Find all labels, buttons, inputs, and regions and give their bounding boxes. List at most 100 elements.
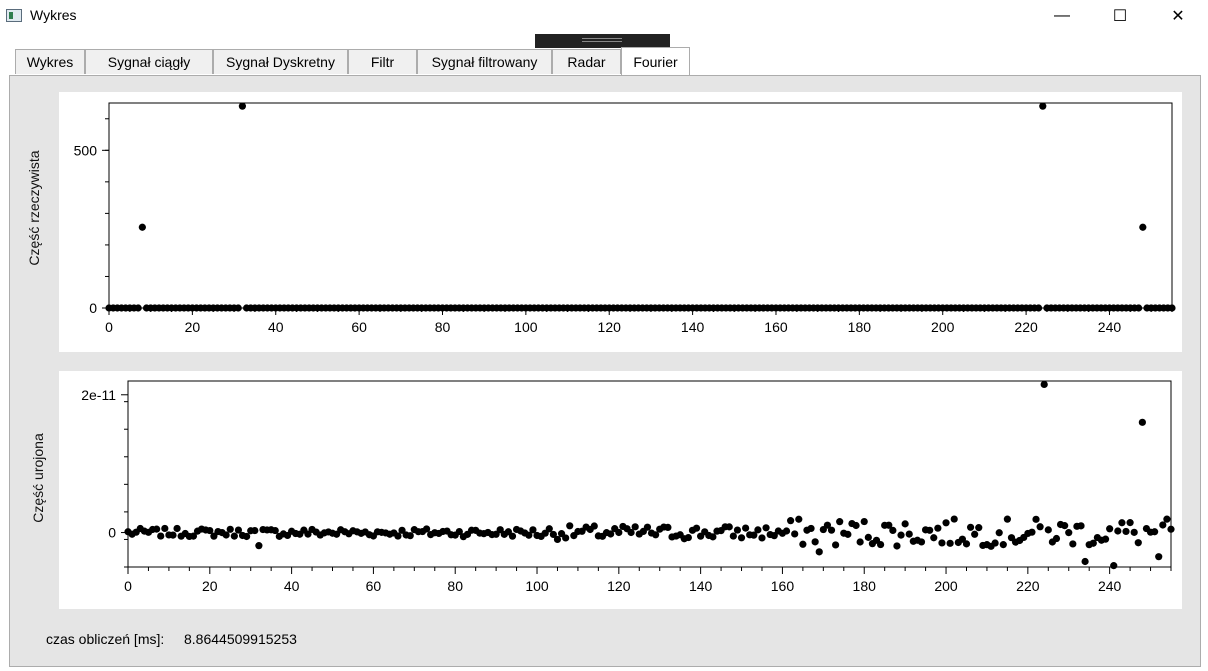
data-point [795,515,803,523]
data-point [1138,418,1146,426]
data-point [876,540,885,549]
data-point [406,532,414,540]
data-point [210,532,218,540]
data-point [422,525,431,533]
data-point [1110,562,1118,570]
data-point [206,526,214,535]
data-point [1039,102,1047,110]
data-point [496,526,504,534]
close-button[interactable]: ✕ [1149,0,1207,32]
data-point [1163,515,1171,523]
data-point [709,533,717,541]
data-point [1061,522,1069,530]
data-point [1168,304,1176,312]
y-tick-label: 0 [89,300,97,316]
data-point [737,534,746,542]
data-point [799,540,807,548]
data-point [762,524,770,532]
drag-handle[interactable] [535,34,670,48]
data-point [856,538,864,546]
data-point [615,528,623,537]
tab-sygnal-filtrowany[interactable]: Sygnał filtrowany [417,49,552,74]
data-point [652,531,660,539]
data-point [230,532,238,540]
data-point [138,223,146,231]
data-point [238,102,246,110]
data-point [725,523,733,531]
data-point [844,530,852,538]
data-point [1089,539,1097,547]
x-tick-label: 20 [202,578,218,594]
data-point [1028,528,1036,536]
data-point [934,524,942,532]
data-point [827,526,836,534]
computation-time-label: czas obliczeń [ms]: [46,631,165,647]
data-point [189,532,198,540]
x-tick-label: 100 [514,319,538,335]
data-point [398,526,406,534]
minimize-button[interactable]: — [1033,0,1091,32]
data-point [836,518,844,526]
data-point [1040,380,1048,389]
tab-fourier[interactable]: Fourier [621,47,690,75]
data-point [529,526,537,534]
data-point [811,538,819,546]
data-point [1069,540,1077,548]
data-point [1122,527,1130,536]
x-tick-label: 0 [124,578,132,594]
data-point [991,539,999,547]
data-point [169,531,177,539]
data-point [173,524,181,533]
data-point [226,525,234,533]
data-point [1065,529,1073,537]
x-tick-label: 200 [931,319,955,335]
tab-radar[interactable]: Radar [552,49,621,74]
data-point [1052,534,1061,543]
data-point [525,531,533,539]
data-point [1081,557,1089,566]
data-point [750,531,758,539]
data-point [958,535,967,543]
data-point [885,521,893,529]
data-point [1114,527,1122,535]
data-point [394,532,402,540]
data-point [545,525,553,533]
tab-wykres[interactable]: Wykres [15,49,85,74]
x-tick-label: 0 [105,319,113,335]
data-point [942,519,950,527]
tab-filtr[interactable]: Filtr [348,49,417,74]
data-point [1118,519,1126,527]
data-point [1126,519,1134,527]
maximize-icon: ☐ [1112,8,1128,25]
data-point [742,524,750,532]
data-point [243,532,251,541]
data-point [889,526,897,535]
data-point [971,530,979,538]
x-tick-label: 80 [447,578,463,594]
data-point [1077,522,1085,530]
data-point [271,526,279,535]
maximize-button[interactable]: ☐ [1091,0,1149,32]
data-point [1036,523,1044,531]
data-point [692,524,701,532]
x-tick-label: 40 [268,319,284,335]
data-point [684,533,692,542]
tab-sygnal-ciagly[interactable]: Sygnał ciągły [85,49,213,74]
data-point [222,531,230,539]
data-point [664,523,672,532]
data-point [950,515,958,523]
data-point [864,533,872,541]
data-point [1155,553,1163,561]
data-point [553,535,562,544]
data-point [643,523,652,531]
data-point [1167,525,1175,533]
x-tick-label: 20 [185,319,201,335]
x-tick-label: 160 [771,578,795,594]
data-point [1134,539,1142,547]
tab-sygnal-dyskretny[interactable]: Sygnał Dyskretny [213,49,348,74]
data-point [1032,515,1040,523]
x-tick-label: 140 [689,578,713,594]
imaginary-part-chart-area [59,371,1182,609]
x-tick-label: 100 [525,578,549,594]
data-point [455,527,463,536]
